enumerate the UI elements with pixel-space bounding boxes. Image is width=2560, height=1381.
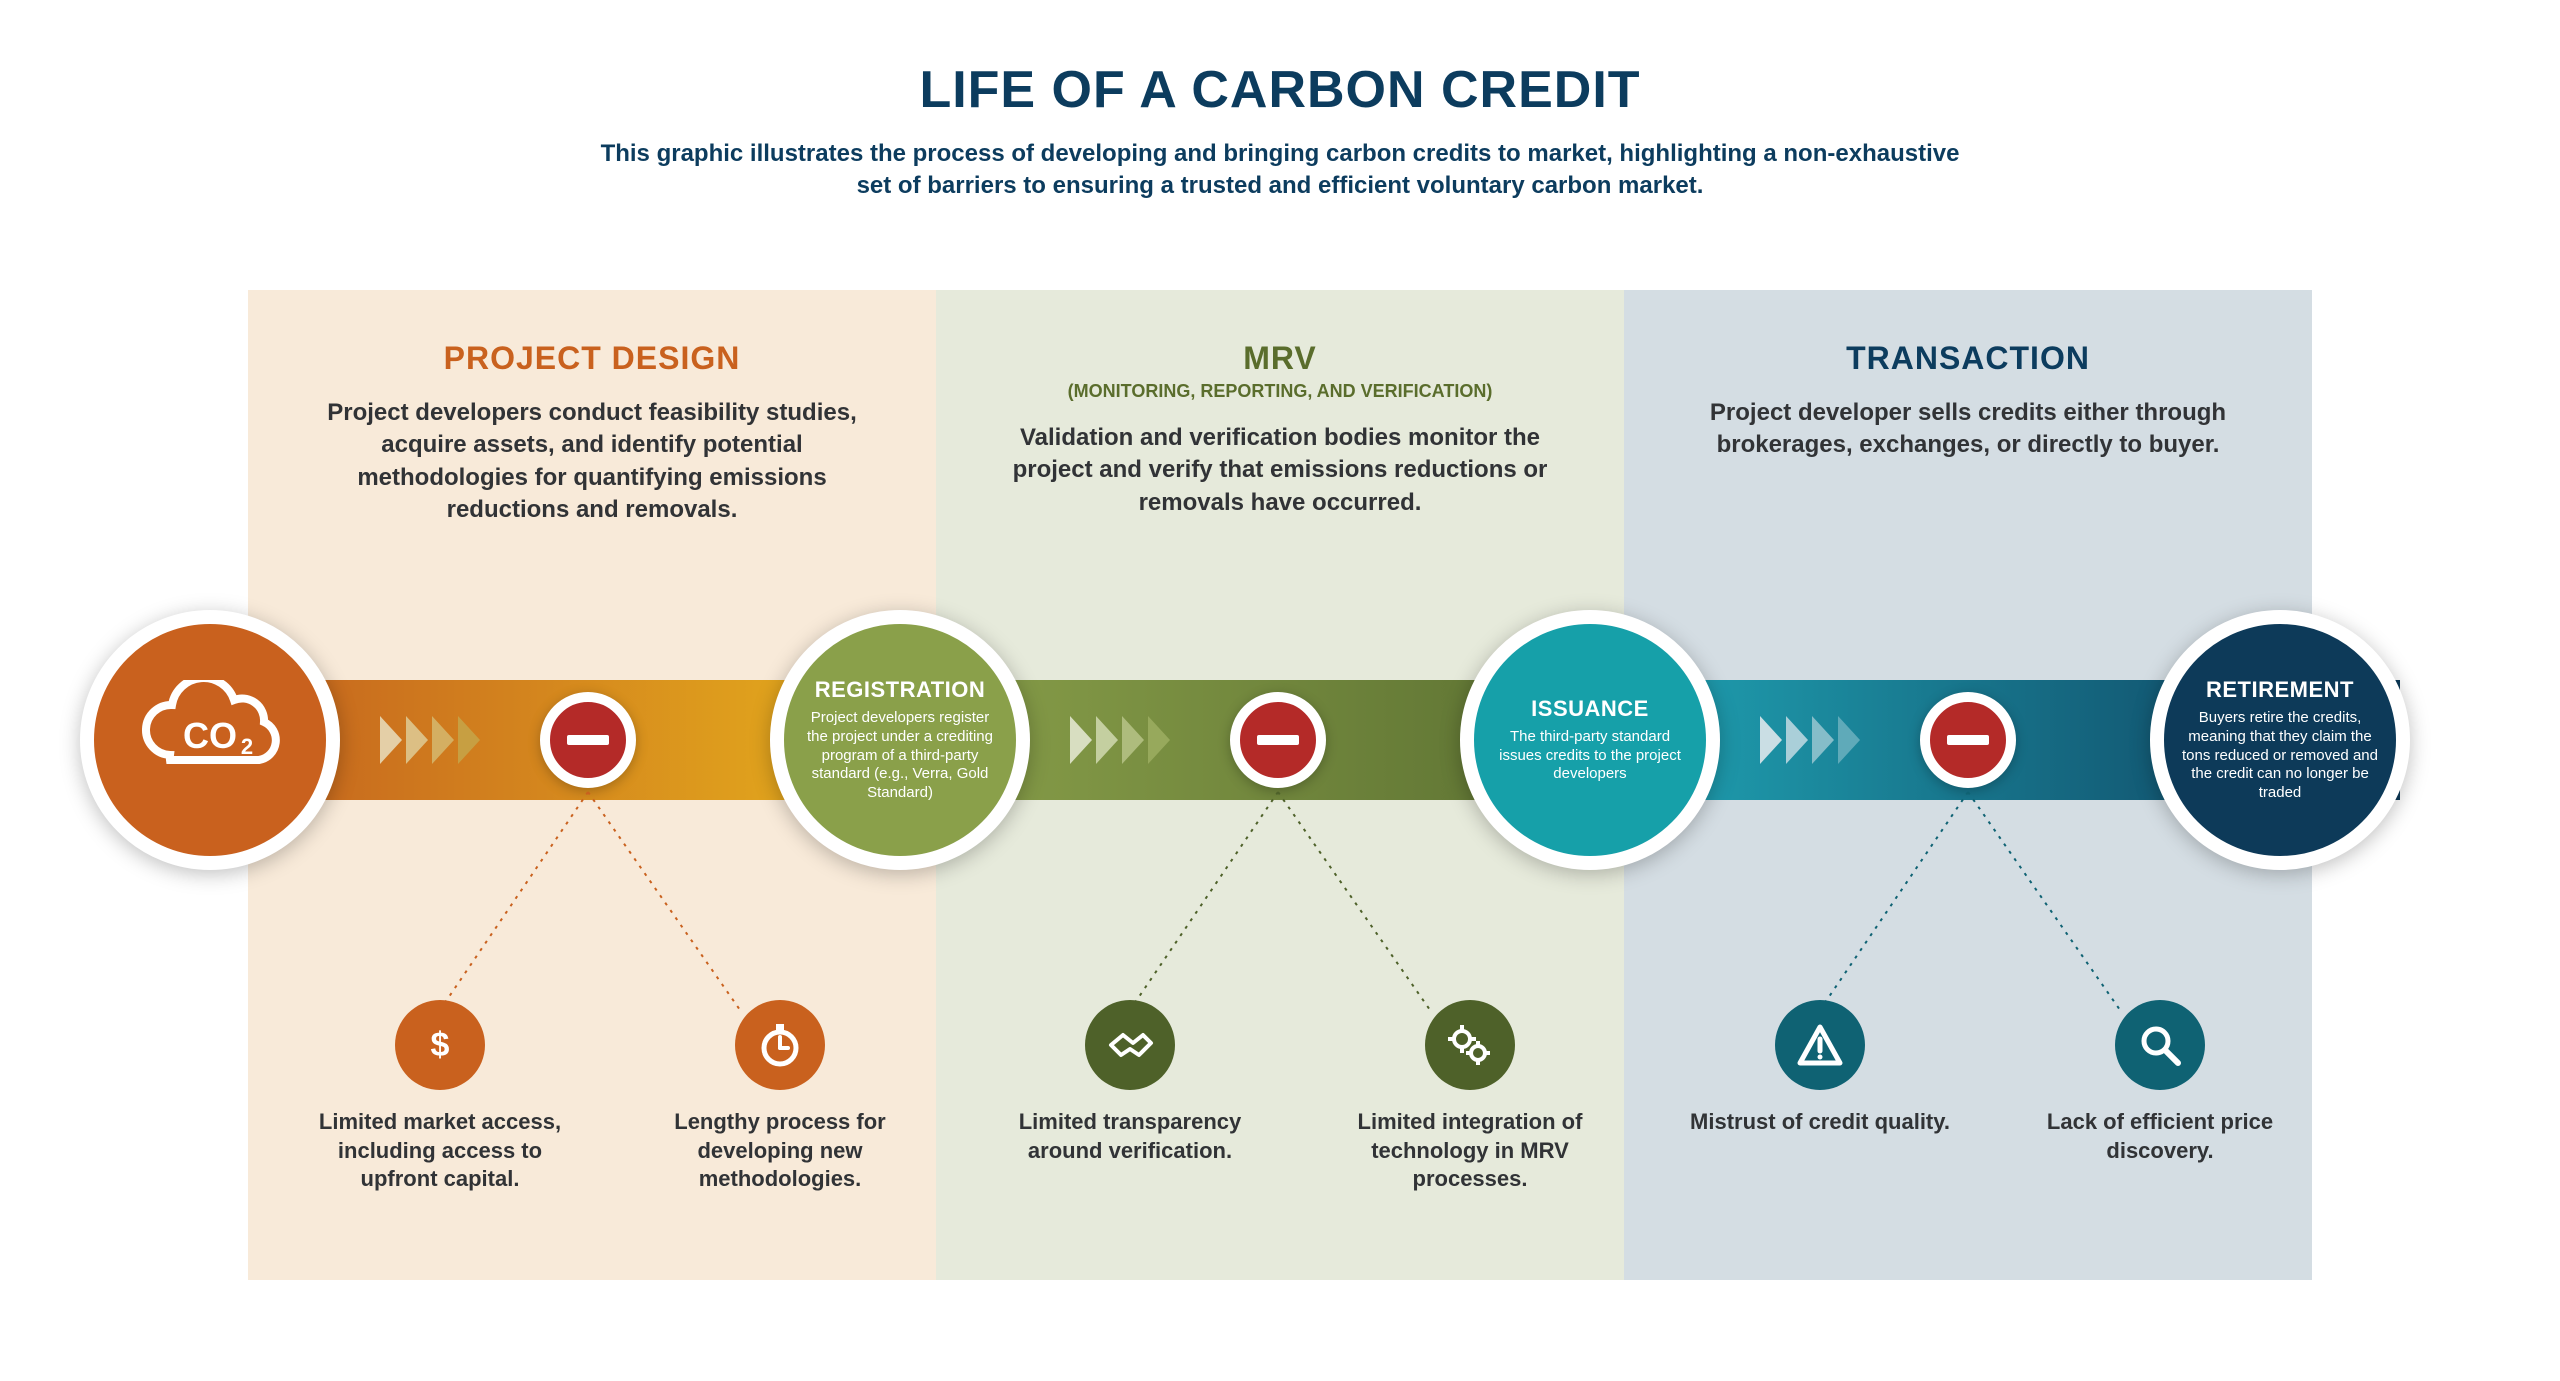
barrier-item: Limited integration of technology in MRV… (1340, 1000, 1600, 1194)
barrier-item: Limited transparency around verification… (1000, 1000, 1260, 1194)
svg-text:2: 2 (241, 734, 253, 759)
milestone-registration: REGISTRATION Project developers register… (770, 610, 1030, 870)
barrier-item: Mistrust of credit quality. (1690, 1000, 1950, 1165)
barriers-design: $ Limited market access, including acces… (310, 1000, 910, 1194)
svg-text:CO: CO (183, 715, 237, 756)
phase-desc: Project developer sells credits either t… (1674, 397, 2262, 462)
phase-title: MRV (986, 340, 1574, 377)
barrier-text: Lengthy process for developing new metho… (650, 1108, 910, 1194)
chevrons-design (380, 716, 480, 764)
chevrons-transaction (1760, 716, 1860, 764)
warning-icon (1775, 1000, 1865, 1090)
barriers-transaction: Mistrust of credit quality. Lack of effi… (1690, 1000, 2290, 1165)
header: LIFE OF A CARBON CREDIT This graphic ill… (80, 60, 2480, 203)
phase-desc: Validation and verification bodies monit… (986, 422, 1574, 519)
barrier-text: Mistrust of credit quality. (1690, 1108, 1950, 1137)
start-circle-co2: CO 2 (80, 610, 340, 870)
dollar-icon: $ (395, 1000, 485, 1090)
phase-subtitle: (MONITORING, REPORTING, AND VERIFICATION… (986, 381, 1574, 402)
milestone-text: Buyers retire the credits, meaning that … (2164, 709, 2396, 803)
barrier-item: Lengthy process for developing new metho… (650, 1000, 910, 1194)
milestone-retirement: RETIREMENT Buyers retire the credits, me… (2150, 610, 2410, 870)
milestone-title: ISSUANCE (1531, 696, 1649, 722)
barriers-mrv: Limited transparency around verification… (1000, 1000, 1600, 1194)
milestone-issuance: ISSUANCE The third-party standard issues… (1460, 610, 1720, 870)
page-title: LIFE OF A CARBON CREDIT (80, 60, 2480, 120)
barrier-text: Limited market access, including access … (310, 1108, 570, 1194)
chevrons-mrv (1070, 716, 1170, 764)
stopwatch-icon (735, 1000, 825, 1090)
milestone-title: REGISTRATION (815, 677, 986, 703)
barrier-stop-icon (1230, 692, 1326, 788)
phase-title: TRANSACTION (1674, 340, 2262, 377)
milestone-text: The third-party standard issues credits … (1474, 728, 1706, 784)
barrier-text: Limited transparency around verification… (1000, 1108, 1260, 1165)
phase-title: PROJECT DESIGN (298, 340, 886, 377)
barrier-item: $ Limited market access, including acces… (310, 1000, 570, 1194)
barrier-stop-icon (1920, 692, 2016, 788)
barrier-text: Lack of efficient price discovery. (2030, 1108, 2290, 1165)
milestone-text: Project developers register the project … (784, 709, 1016, 803)
barrier-item: Lack of efficient price discovery. (2030, 1000, 2290, 1165)
gears-icon (1425, 1000, 1515, 1090)
cloud-co2-icon: CO 2 (125, 680, 295, 800)
svg-text:$: $ (431, 1026, 450, 1064)
barrier-text: Limited integration of technology in MRV… (1340, 1108, 1600, 1194)
barrier-stop-icon (540, 692, 636, 788)
magnify-icon (2115, 1000, 2205, 1090)
page-subtitle: This graphic illustrates the process of … (580, 138, 1980, 203)
phase-desc: Project developers conduct feasibility s… (298, 397, 886, 527)
handshake-icon (1085, 1000, 1175, 1090)
milestone-title: RETIREMENT (2206, 677, 2354, 703)
